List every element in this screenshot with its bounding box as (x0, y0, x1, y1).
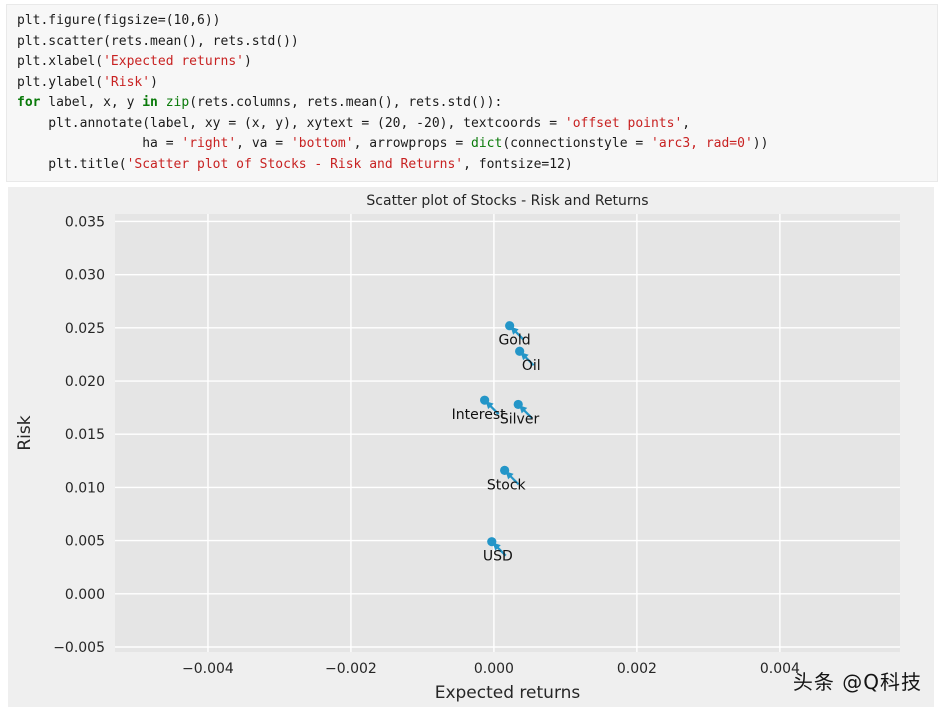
code-token: (rets.columns, rets.mean(), rets.std()): (189, 95, 503, 110)
point-label: Oil (522, 358, 541, 374)
code-line: plt.annotate(label, xy = (x, y), xytext … (17, 114, 927, 135)
code-token: dict (471, 136, 503, 151)
code-token: for (17, 95, 41, 110)
code-token: , (682, 115, 691, 131)
y-tick-label: −0.005 (53, 640, 105, 656)
code-token: , va = (236, 136, 291, 151)
x-tick-label: 0.000 (474, 661, 514, 677)
code-token: 'offset points' (564, 115, 683, 131)
code-token: 'right' (181, 136, 237, 151)
code-token: , fontsize=12) (463, 156, 573, 172)
code-line: plt.xlabel('Expected returns') (17, 52, 927, 73)
code-token: plt.annotate(label, xy = (x, y), xytext … (17, 115, 565, 131)
point-label: Silver (500, 411, 540, 427)
code-token: zip (165, 95, 190, 110)
code-line: ha = 'right', va = 'bottom', arrowprops … (17, 134, 927, 155)
code-token: )) (752, 136, 769, 151)
x-axis-label: Expected returns (435, 683, 581, 703)
code-token: 'bottom' (290, 136, 354, 151)
code-token: 'Expected returns' (103, 54, 244, 69)
y-tick-label: 0.030 (65, 268, 105, 284)
scatter-chart: −0.004 −0.002 0.000 0.002 0.004 −0.005 0.000 0.… (15, 193, 900, 703)
code-line: plt.scatter(rets.mean(), rets.std()) (17, 32, 927, 53)
x-tick-label: −0.002 (325, 661, 377, 677)
scatter-point (513, 399, 523, 410)
y-tick-label: 0.005 (65, 534, 105, 550)
point-label: Gold (498, 333, 530, 349)
y-tick-label: 0.015 (65, 427, 105, 443)
x-tick-label: −0.004 (182, 661, 234, 677)
code-token: 'Risk' (103, 74, 151, 90)
watermark: 头条 @Q科技 (792, 670, 922, 694)
x-tick-label: 0.004 (760, 661, 800, 677)
code-token: plt.scatter(rets.mean(), rets.std()) (17, 33, 299, 49)
code-line: for label, x, y in zip(rets.columns, ret… (17, 93, 927, 114)
code-token: 'Scatter plot of Stocks - Risk and Retur… (126, 156, 464, 172)
figure: −0.004 −0.002 0.000 0.002 0.004 −0.005 0.000 0.… (8, 187, 934, 707)
y-tick-label: 0.010 (65, 480, 105, 496)
code-line: plt.ylabel('Risk') (17, 73, 927, 94)
y-tick-label: 0.025 (65, 321, 105, 337)
code-token: 'arc3, rad=0' (651, 136, 753, 151)
code-token: (connectionstyle = (502, 136, 652, 151)
code-line: plt.figure(figsize=(10,6)) (17, 11, 927, 32)
code-token: ) (150, 74, 158, 90)
code-token: label, x, y (40, 95, 143, 110)
code-token: plt.figure(figsize=(10,6)) (17, 13, 221, 28)
plot-area (115, 214, 900, 652)
chart-title: Scatter plot of Stocks - Risk and Return… (366, 193, 648, 209)
code-token: plt.ylabel( (17, 74, 104, 90)
code-block: plt.figure(figsize=(10,6)) plt.scatter(re… (6, 4, 938, 182)
point-label: Interest (452, 407, 506, 423)
point-label: Stock (487, 477, 527, 493)
point-label: USD (483, 549, 513, 565)
code-line: plt.title('Scatter plot of Stocks - Risk… (17, 155, 927, 176)
scatter-point (515, 346, 525, 356)
code-token: plt.xlabel( (17, 54, 104, 69)
code-token (158, 95, 166, 110)
scatter-point (487, 537, 497, 547)
scatter-point (505, 321, 515, 331)
code-token: ha = (17, 136, 182, 151)
y-tick-label: 0.035 (65, 214, 105, 230)
code-token: ) (243, 54, 252, 69)
x-tick-label: 0.002 (617, 661, 657, 677)
code-token: in (142, 95, 158, 110)
scatter-point (480, 395, 490, 405)
page: plt.figure(figsize=(10,6)) plt.scatter(re… (0, 4, 942, 707)
y-tick-label: 0.000 (65, 587, 105, 603)
y-tick-label: 0.020 (65, 374, 105, 390)
scatter-point (500, 465, 510, 475)
code-token: plt.title( (17, 156, 127, 172)
code-token: , arrowprops = (353, 136, 471, 151)
y-axis-label: Risk (15, 415, 35, 450)
